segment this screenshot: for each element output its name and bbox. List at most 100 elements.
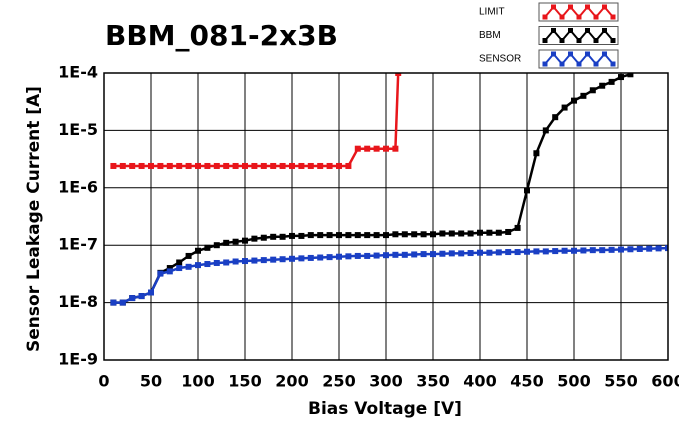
legend-swatch-marker xyxy=(585,51,590,57)
x-tick-label: 450 xyxy=(510,372,543,391)
data-point xyxy=(336,232,342,239)
legend-swatch-marker xyxy=(610,14,616,20)
data-point xyxy=(185,162,192,169)
x-tick-label: 250 xyxy=(322,372,355,391)
data-point xyxy=(176,259,183,266)
data-point xyxy=(373,252,380,259)
data-point xyxy=(514,249,521,256)
data-point xyxy=(326,162,333,169)
data-point xyxy=(223,239,230,246)
data-point xyxy=(477,249,483,256)
data-point xyxy=(392,231,399,238)
data-point xyxy=(467,250,474,257)
legend-label: SENSOR xyxy=(479,54,521,65)
x-tick-label: 200 xyxy=(275,372,308,391)
legend-swatch-marker xyxy=(593,38,599,43)
data-point xyxy=(383,232,389,239)
data-point xyxy=(195,262,201,269)
data-point xyxy=(599,247,606,254)
data-point xyxy=(495,229,502,236)
data-point xyxy=(345,162,352,169)
legend-swatch-marker xyxy=(576,61,582,67)
data-point xyxy=(345,232,352,239)
data-point xyxy=(383,145,389,152)
data-point xyxy=(213,242,220,249)
data-point xyxy=(129,295,136,302)
data-point xyxy=(204,162,211,169)
data-point xyxy=(213,162,220,169)
legend-swatch-marker xyxy=(542,61,548,67)
y-tick-label: 1E-6 xyxy=(58,177,98,196)
legend-label: LIMIT xyxy=(479,7,505,18)
data-point xyxy=(307,254,314,261)
data-point xyxy=(392,251,399,258)
x-tick-label: 550 xyxy=(604,372,637,391)
data-point xyxy=(542,127,549,134)
data-point xyxy=(439,250,446,257)
data-point xyxy=(458,250,465,257)
data-point xyxy=(166,265,173,272)
legend-swatch-marker xyxy=(551,51,556,57)
y-tick-label: 1E-8 xyxy=(58,292,98,311)
data-point xyxy=(354,252,361,259)
legend-swatch-marker xyxy=(551,4,556,10)
data-point xyxy=(138,162,145,169)
data-point xyxy=(213,259,220,266)
data-point xyxy=(627,73,634,78)
data-point xyxy=(608,78,615,85)
legend-swatch-marker xyxy=(576,14,582,20)
data-point xyxy=(655,245,662,252)
data-point xyxy=(251,257,258,264)
data-point xyxy=(395,73,402,76)
data-point xyxy=(561,104,568,111)
data-point xyxy=(232,258,239,265)
data-point xyxy=(420,231,427,238)
data-point xyxy=(467,230,474,237)
data-point xyxy=(157,162,164,169)
data-point xyxy=(354,145,361,152)
x-tick-label: 600 xyxy=(651,372,679,391)
data-point xyxy=(270,256,277,263)
legend-swatch-marker xyxy=(602,4,607,10)
data-point xyxy=(317,162,324,169)
data-point xyxy=(618,74,624,81)
legend-swatch-marker xyxy=(576,38,582,43)
legend-swatch-marker xyxy=(602,51,607,57)
data-point xyxy=(627,246,634,253)
x-tick-label: 400 xyxy=(463,372,496,391)
data-point xyxy=(110,162,117,169)
data-point xyxy=(317,254,324,261)
data-point xyxy=(401,231,408,238)
x-tick-label: 0 xyxy=(98,372,109,391)
data-point xyxy=(270,233,277,240)
data-point xyxy=(289,162,295,169)
data-point xyxy=(148,289,154,296)
data-point xyxy=(260,162,267,169)
data-point xyxy=(242,162,248,169)
data-point xyxy=(326,232,333,239)
y-tick-label: 1E-5 xyxy=(58,120,98,139)
data-point xyxy=(599,82,606,89)
data-point xyxy=(166,162,173,169)
data-point xyxy=(542,248,549,255)
data-point xyxy=(486,229,493,236)
data-point xyxy=(251,235,258,242)
data-point xyxy=(486,249,493,256)
data-point xyxy=(439,230,446,237)
data-point xyxy=(119,162,126,169)
data-point xyxy=(232,162,239,169)
data-point xyxy=(354,232,361,239)
data-point xyxy=(317,232,324,239)
data-point xyxy=(514,224,521,231)
y-tick-label: 1E-9 xyxy=(58,350,98,369)
data-point xyxy=(571,247,577,254)
data-point xyxy=(242,237,248,244)
data-point xyxy=(279,233,286,240)
data-point xyxy=(392,145,399,152)
data-point xyxy=(533,150,540,157)
data-point xyxy=(298,255,305,262)
data-point xyxy=(166,268,173,275)
data-point xyxy=(646,245,653,252)
